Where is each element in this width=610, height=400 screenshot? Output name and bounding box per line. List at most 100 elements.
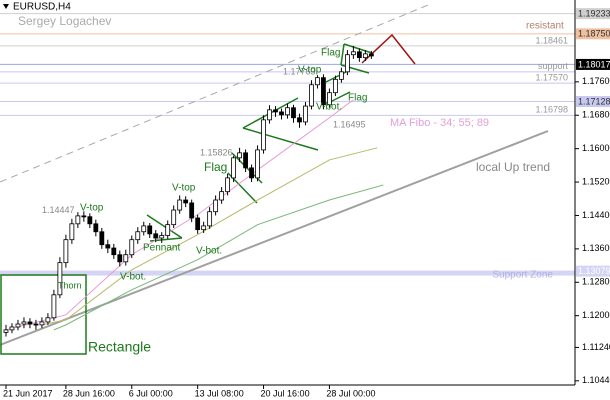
annotation: Rectangle: [88, 339, 151, 355]
candle-body: [213, 199, 219, 213]
candle-body: [207, 211, 213, 227]
axis-box: [576, 265, 610, 277]
levels: [0, 13, 575, 276]
candle-body: [183, 199, 189, 204]
candle-body: [201, 225, 207, 231]
annotation: MA Fibo - 34; 55; 89: [390, 117, 489, 129]
candle-body: [117, 254, 123, 263]
candle-body: [27, 321, 33, 325]
candle-body: [21, 321, 27, 325]
candle-body: [129, 239, 135, 256]
y-tick-label: 1.12800: [582, 277, 610, 287]
candle-body: [45, 317, 51, 323]
level-label: support: [538, 61, 569, 71]
candle-body: [231, 157, 236, 179]
y-tick-label: 1.12000: [582, 310, 610, 320]
price-note: 1.16495: [333, 119, 366, 129]
x-tick-label: 6 Jul 00:00: [129, 388, 173, 398]
candle-body: [195, 217, 201, 231]
candle-body: [9, 326, 15, 331]
candle-body: [339, 71, 344, 80]
annotation: V-top: [298, 65, 322, 76]
candle-body: [81, 215, 87, 218]
candle-body: [141, 225, 147, 233]
annotation: V-top: [172, 183, 196, 194]
candle-body: [39, 321, 45, 326]
candle-body: [297, 117, 302, 123]
candle-body: [165, 224, 171, 236]
y-tick-label: 1.16000: [582, 143, 610, 153]
candle-body: [147, 225, 153, 235]
axis-box: [576, 58, 610, 70]
annotation: local Up trend: [476, 160, 550, 174]
y-tick-label: 1.15200: [582, 176, 610, 186]
y-tick-label: 1.11240: [582, 342, 610, 352]
candle-body: [291, 107, 296, 119]
candle-body: [57, 262, 63, 296]
price-note: 1.14447: [42, 205, 75, 215]
candle-body: [171, 209, 177, 226]
annotation: Thorn: [58, 280, 82, 290]
zone-label: Support Zone: [492, 269, 553, 280]
candle-body: [309, 84, 314, 107]
candle-body: [261, 119, 266, 151]
candle-body: [99, 231, 105, 246]
level-label: 1.16798: [535, 105, 568, 115]
y-tick-label: 1.13600: [582, 243, 610, 253]
candle-body: [237, 152, 242, 159]
level-axis-label: 1.18750: [578, 29, 610, 39]
candle-body: [177, 199, 183, 211]
candle-body: [225, 177, 231, 193]
candle-body: [3, 329, 9, 333]
level-axis-label: 1.17128: [578, 96, 610, 106]
annotation: V-top: [80, 203, 104, 214]
level-label: 1.18461: [535, 35, 568, 45]
y-tick-label: 1.10440: [582, 375, 610, 385]
annotation: Flag: [348, 93, 367, 104]
x-tick-label: 28 Jul 00:00: [326, 388, 375, 398]
candle-body: [285, 107, 290, 116]
annotation: V-bot.: [316, 102, 342, 113]
candle-body: [321, 77, 326, 106]
support-zone: [0, 270, 575, 276]
x-tick-label: 20 Jul 16:00: [261, 388, 310, 398]
candle-body: [279, 111, 284, 116]
channel-line: [0, 4, 429, 183]
candle-body: [315, 77, 320, 86]
trend-line: [0, 130, 549, 346]
annotation: resistant: [526, 21, 564, 32]
candle-body: [327, 92, 332, 106]
axis-box: [576, 96, 610, 108]
annotation: Pennant: [143, 243, 180, 254]
candle-body: [153, 233, 159, 239]
candle-body: [219, 191, 225, 201]
candle-body: [75, 215, 81, 225]
level-axis-label: 1.18017: [578, 59, 610, 69]
x-tick-label: 21 Jun 2017: [3, 388, 53, 398]
y-tick-label: 1.17600: [582, 76, 610, 86]
candle-body: [93, 223, 99, 233]
axis-box: [576, 28, 610, 40]
moving-average: [41, 147, 378, 326]
x-tick-label: 13 Jul 08:00: [195, 388, 244, 398]
candle-body: [267, 109, 272, 121]
candle-body: [111, 247, 117, 256]
candle-body: [87, 216, 93, 225]
chart-title: EURUSD,H4: [13, 2, 71, 13]
plot: [3, 45, 384, 337]
candle-body: [189, 202, 195, 219]
candle-body: [303, 105, 308, 123]
candle-body: [15, 323, 21, 328]
candle-body: [273, 109, 278, 113]
symbol-icon: [3, 4, 9, 9]
zone-axis-label: 1.13079: [578, 266, 610, 276]
annotation: Flag: [321, 48, 340, 59]
candle-body: [255, 149, 260, 179]
axis-box: [576, 8, 610, 20]
y-tick-label: 1.16800: [582, 110, 610, 120]
candle-body: [243, 152, 248, 169]
level-axis-label: 1.19233: [578, 9, 610, 19]
candle-body: [105, 244, 111, 249]
